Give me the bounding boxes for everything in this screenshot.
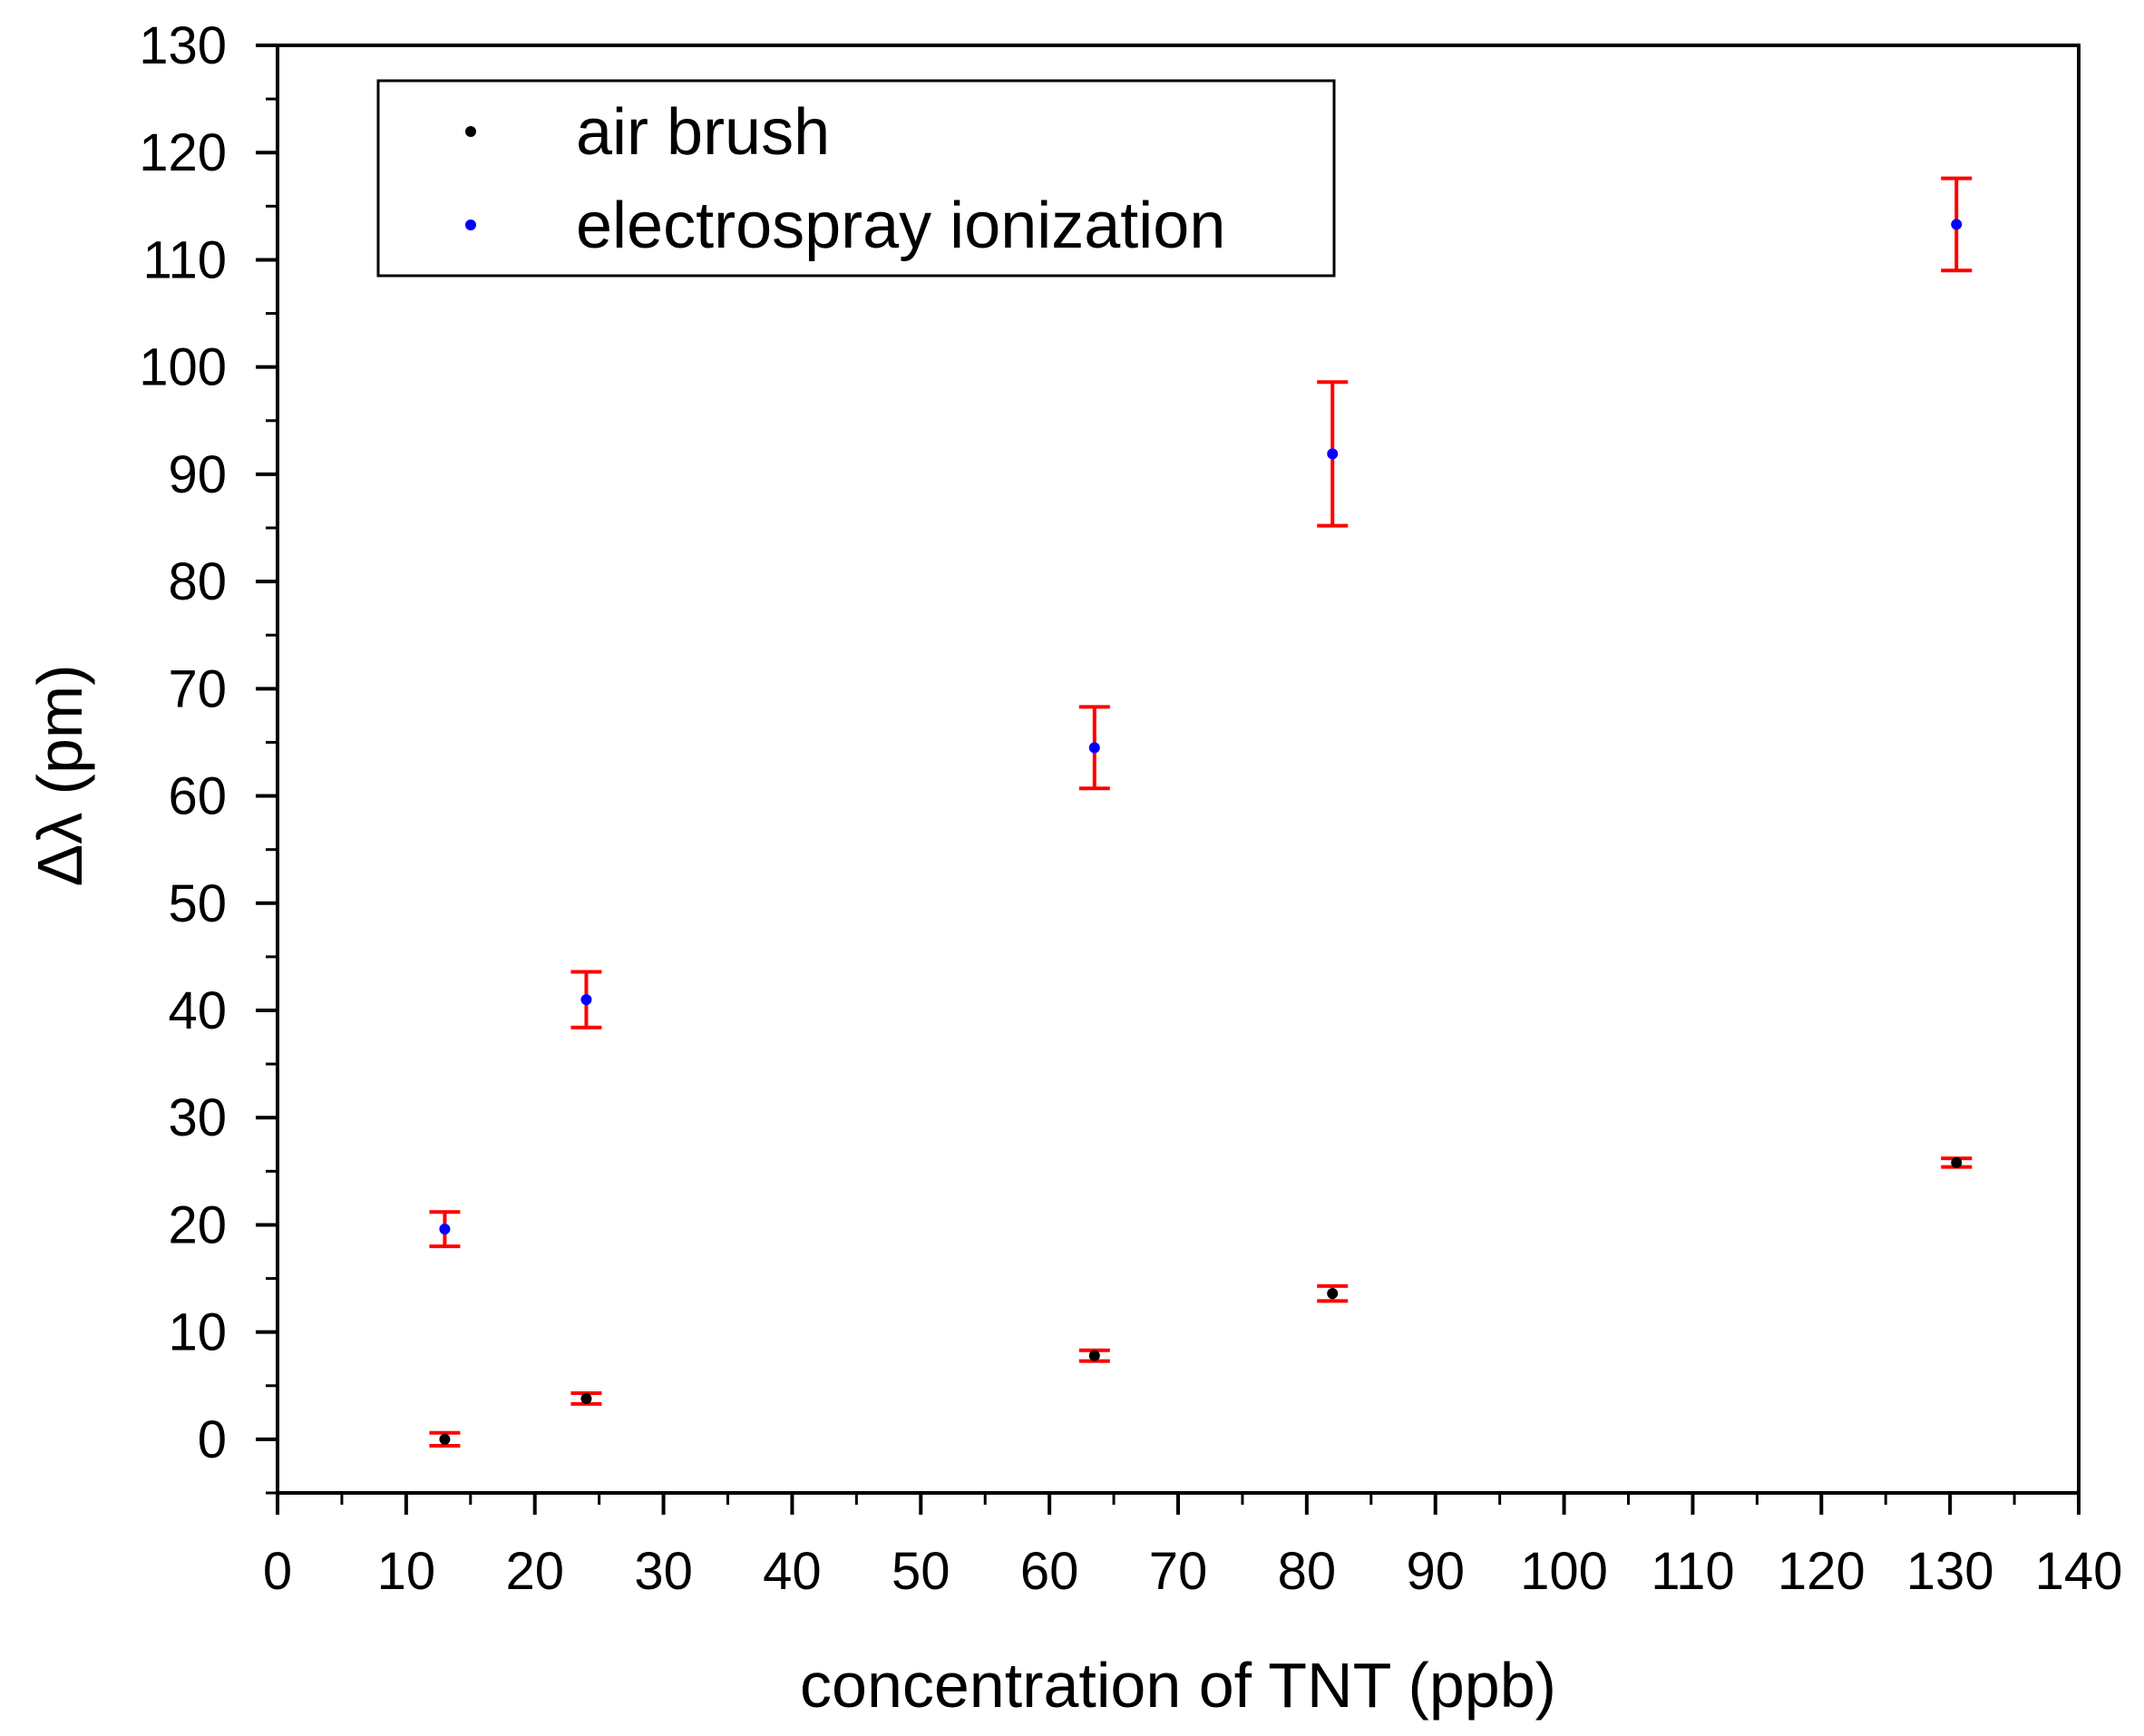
point-electrospray-ionization <box>1327 448 1339 460</box>
point-electrospray-ionization <box>580 994 592 1006</box>
y-tick-label: 100 <box>139 338 227 397</box>
y-tick-label: 60 <box>168 767 227 826</box>
x-tick-label: 50 <box>892 1542 950 1601</box>
error-bars <box>429 176 1973 1448</box>
x-tick-label: 140 <box>2035 1542 2123 1601</box>
x-tick-label: 0 <box>263 1542 292 1601</box>
legend-marker-electrospray-ionization <box>465 219 476 230</box>
y-axis-tick-labels: 0 10 20 30 40 50 60 70 80 90 100 110 120 130 <box>139 16 227 1469</box>
data-points <box>439 219 1963 1445</box>
x-tick-label: 10 <box>377 1542 436 1601</box>
point-electrospray-ionization <box>439 1224 451 1235</box>
y-axis-ticks <box>256 44 278 1495</box>
x-tick-label: 20 <box>505 1542 564 1601</box>
y-tick-label: 70 <box>168 659 227 718</box>
x-tick-label: 70 <box>1149 1542 1208 1601</box>
x-axis-title: concentration of TNT (ppb) <box>800 1650 1556 1721</box>
y-tick-label: 80 <box>168 552 227 611</box>
x-tick-label: 100 <box>1520 1542 1608 1601</box>
point-air-brush <box>439 1433 451 1445</box>
x-tick-label: 90 <box>1406 1542 1465 1601</box>
point-air-brush <box>1327 1288 1339 1300</box>
legend-marker-air-brush <box>465 126 476 137</box>
y-tick-label: 30 <box>168 1088 227 1147</box>
y-tick-label: 40 <box>168 981 227 1040</box>
x-tick-label: 80 <box>1278 1542 1337 1601</box>
point-air-brush <box>1951 1156 1963 1168</box>
x-tick-label: 30 <box>634 1542 693 1601</box>
y-axis-title: Δλ (pm) <box>24 664 95 886</box>
point-electrospray-ionization <box>1951 219 1963 230</box>
x-tick-label: 120 <box>1778 1542 1866 1601</box>
point-electrospray-ionization <box>1088 742 1100 754</box>
legend: air brush electrospray ionization <box>376 79 1336 278</box>
y-tick-label: 10 <box>168 1303 227 1362</box>
point-air-brush <box>580 1392 592 1404</box>
legend-label-electrospray-ionization: electrospray ionization <box>576 190 1225 262</box>
legend-label-air-brush: air brush <box>576 96 830 169</box>
point-air-brush <box>1088 1350 1100 1361</box>
x-tick-label: 40 <box>763 1542 822 1601</box>
y-tick-label: 50 <box>168 874 227 933</box>
x-tick-label: 110 <box>1651 1542 1734 1601</box>
y-tick-label: 90 <box>168 445 227 504</box>
y-tick-label: 110 <box>143 230 227 289</box>
legend-box <box>376 79 1336 278</box>
x-tick-label: 60 <box>1020 1542 1079 1601</box>
y-tick-label: 120 <box>139 123 227 182</box>
x-axis-ticks <box>276 1493 2081 1515</box>
y-tick-label: 0 <box>198 1410 227 1469</box>
x-tick-label: 130 <box>1906 1542 1994 1601</box>
y-tick-label: 20 <box>168 1195 227 1254</box>
x-axis-tick-labels: 0 10 20 30 40 50 60 70 80 90 100 110 120 130 140 <box>263 1542 2123 1601</box>
y-tick-label: 130 <box>139 16 227 75</box>
